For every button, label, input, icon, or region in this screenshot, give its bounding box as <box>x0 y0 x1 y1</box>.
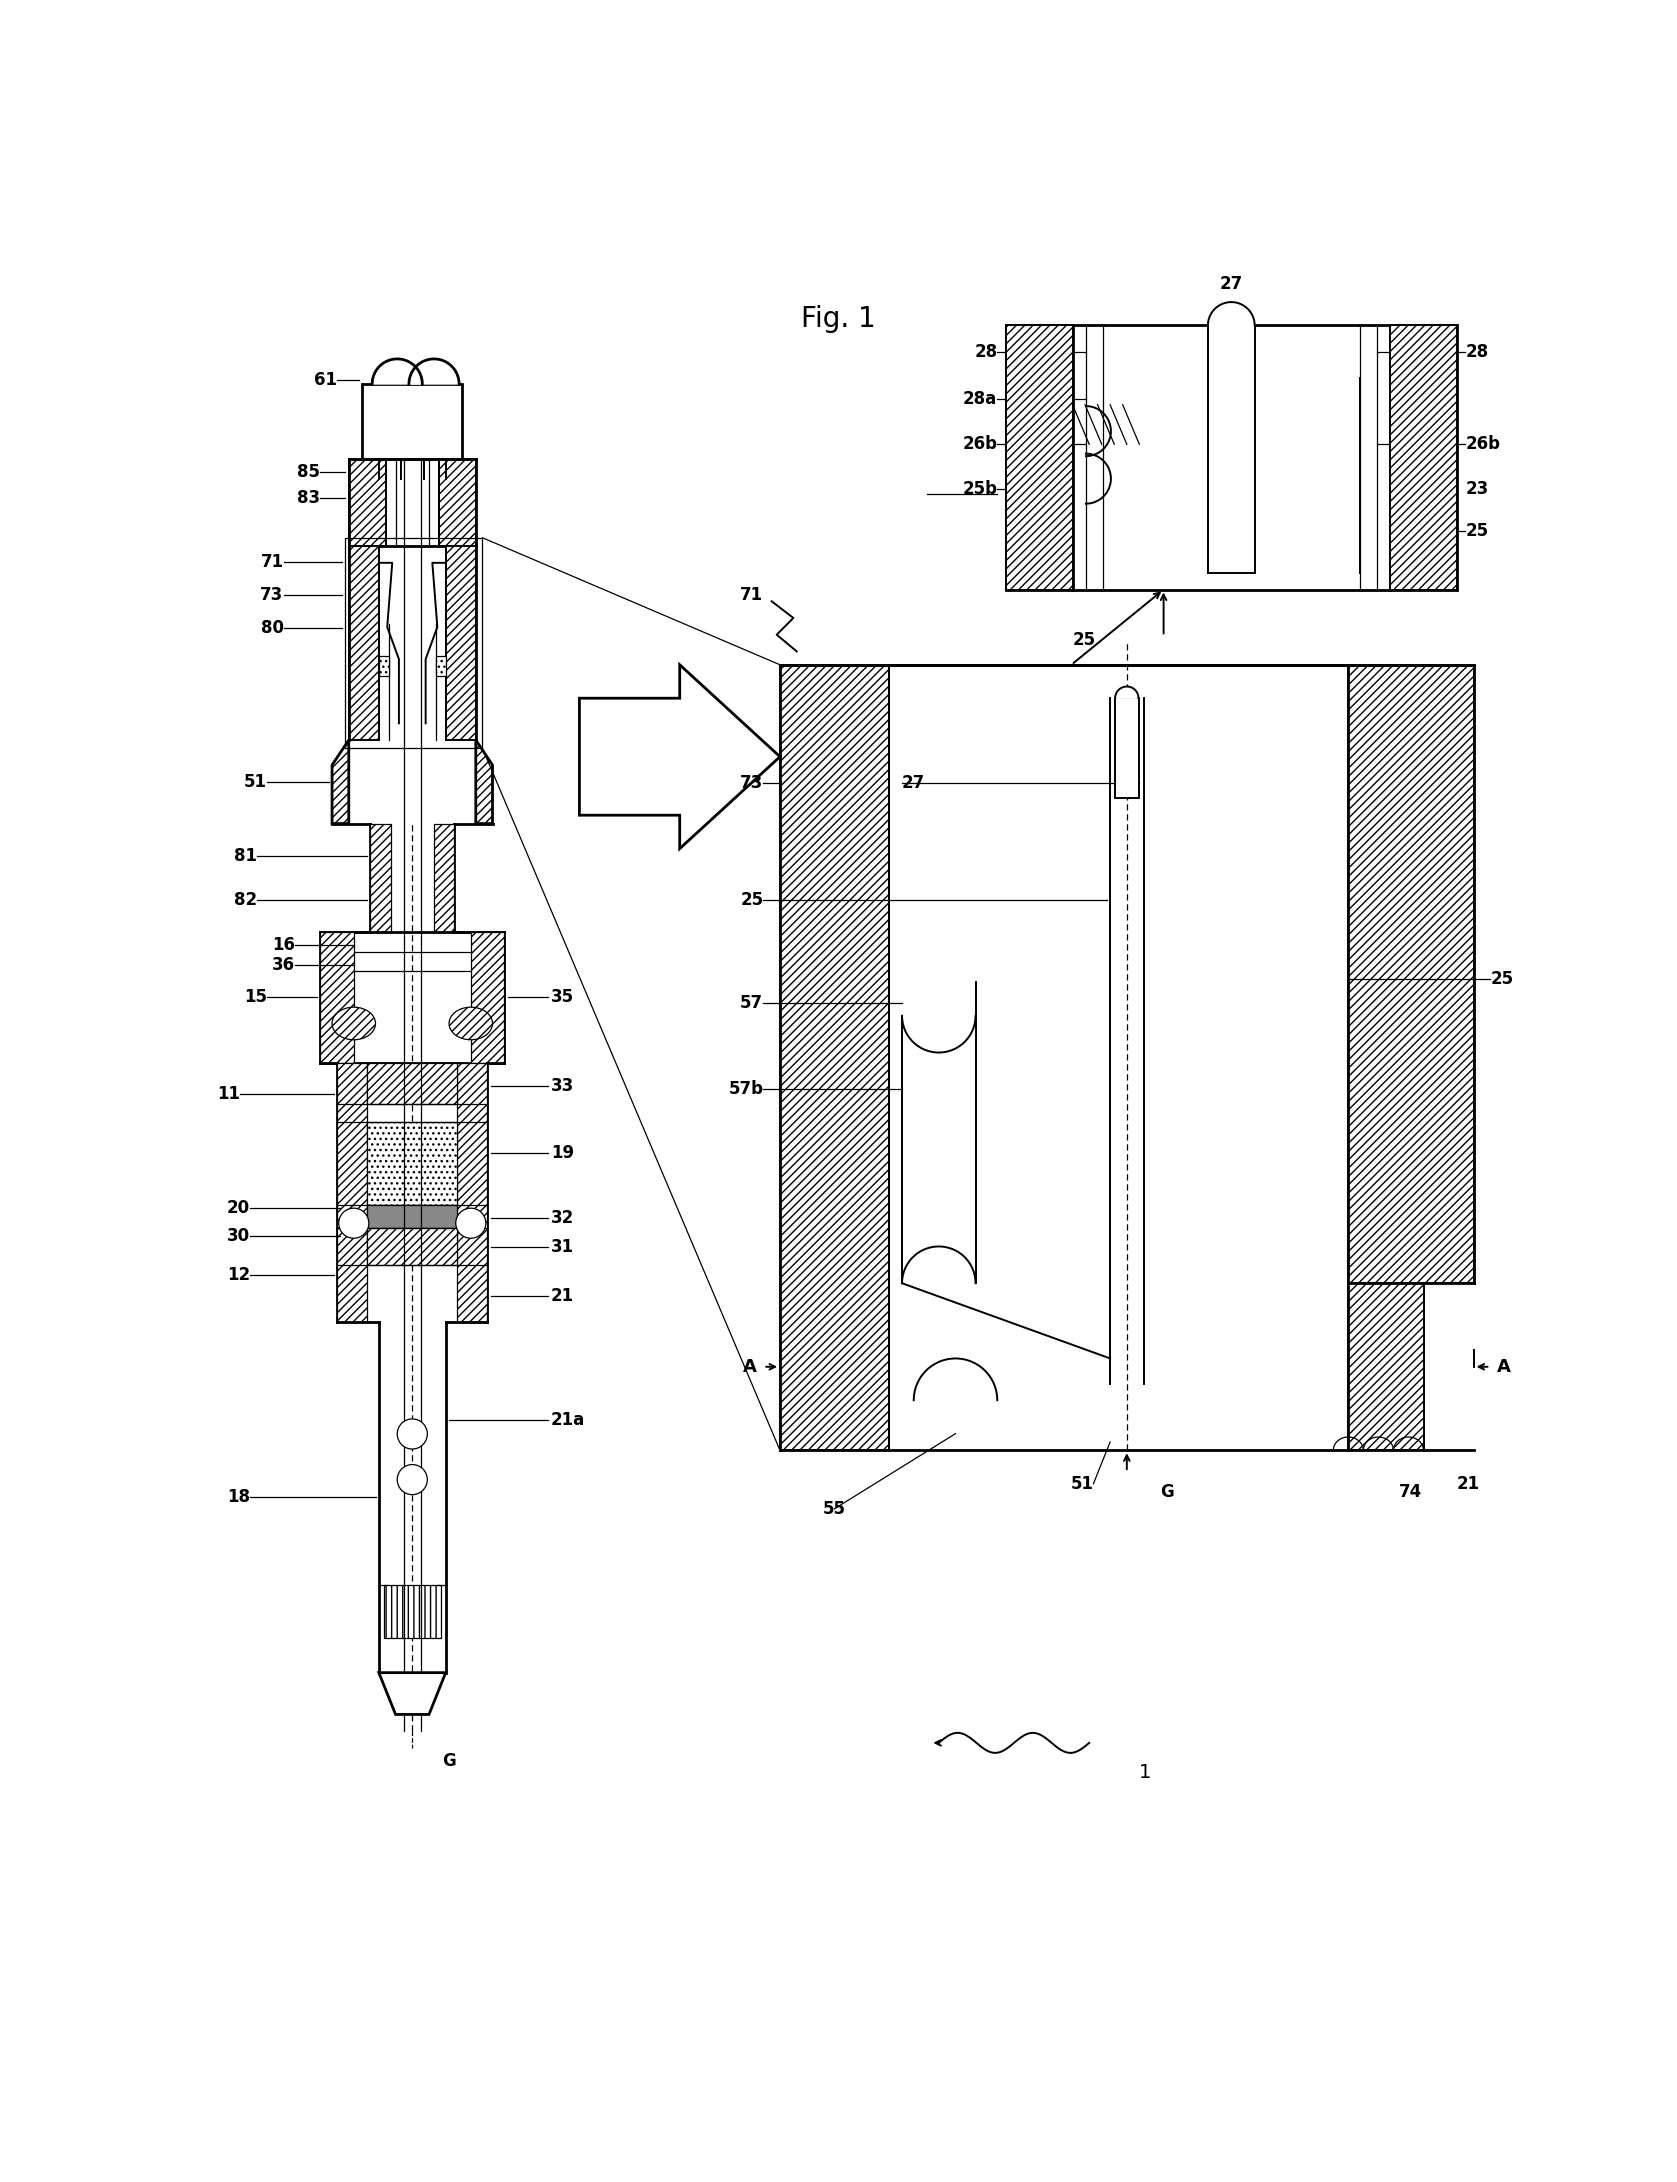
Bar <box>434 823 454 932</box>
Text: 80: 80 <box>260 618 283 637</box>
Bar <box>446 546 476 740</box>
Text: 74: 74 <box>1399 1484 1422 1501</box>
Text: 21a: 21a <box>552 1412 585 1429</box>
Bar <box>367 1122 458 1204</box>
Text: 19: 19 <box>552 1143 574 1163</box>
Polygon shape <box>580 666 780 849</box>
Text: 51: 51 <box>243 772 267 790</box>
Text: 55: 55 <box>823 1499 845 1519</box>
Text: 21: 21 <box>552 1287 574 1305</box>
Text: 25b: 25b <box>963 480 998 497</box>
Bar <box>1006 325 1457 589</box>
Text: 12: 12 <box>226 1266 250 1283</box>
Bar <box>349 546 379 740</box>
Text: 71: 71 <box>260 552 283 572</box>
Circle shape <box>397 1464 428 1495</box>
Text: 11: 11 <box>216 1084 240 1102</box>
Text: 23: 23 <box>1466 480 1489 497</box>
Text: 73: 73 <box>260 585 283 604</box>
Polygon shape <box>914 1359 998 1401</box>
Text: 1: 1 <box>1139 1763 1152 1783</box>
Bar <box>1006 325 1073 589</box>
Text: 33: 33 <box>552 1078 574 1095</box>
Text: 31: 31 <box>552 1237 574 1255</box>
Text: 25: 25 <box>1466 521 1489 541</box>
Bar <box>349 458 386 546</box>
Bar <box>436 657 446 676</box>
Bar <box>371 823 391 932</box>
Bar <box>379 657 389 676</box>
Text: 28a: 28a <box>963 391 998 408</box>
Bar <box>384 1584 441 1636</box>
Bar <box>780 666 889 1451</box>
Bar <box>1115 698 1139 799</box>
Text: 25: 25 <box>1491 971 1513 988</box>
Circle shape <box>456 1209 486 1237</box>
Polygon shape <box>409 358 459 384</box>
Text: 28: 28 <box>1466 343 1489 360</box>
Text: G: G <box>443 1752 456 1770</box>
Text: 26b: 26b <box>963 436 998 454</box>
Polygon shape <box>332 740 349 823</box>
Text: 25: 25 <box>1073 631 1095 648</box>
Text: 85: 85 <box>297 463 320 482</box>
Text: 27: 27 <box>1219 275 1243 292</box>
Text: 26b: 26b <box>1466 436 1501 454</box>
Bar <box>1207 325 1254 574</box>
Text: 51: 51 <box>1070 1475 1093 1492</box>
Text: G: G <box>1160 1484 1174 1501</box>
Text: 16: 16 <box>272 936 295 954</box>
Text: 36: 36 <box>272 956 295 973</box>
Bar <box>1348 666 1474 1283</box>
Text: A: A <box>1498 1357 1511 1377</box>
Polygon shape <box>1207 301 1254 325</box>
Bar <box>367 1228 458 1266</box>
Circle shape <box>397 1418 428 1449</box>
Bar <box>337 1063 367 1322</box>
Text: 18: 18 <box>226 1488 250 1506</box>
Polygon shape <box>379 1674 446 1715</box>
Bar <box>458 1063 488 1322</box>
Ellipse shape <box>449 1008 493 1041</box>
Bar <box>320 932 354 1063</box>
Circle shape <box>339 1209 369 1237</box>
Text: A: A <box>743 1357 756 1377</box>
Text: 82: 82 <box>233 890 257 908</box>
Ellipse shape <box>332 1008 376 1041</box>
Bar <box>1348 1283 1424 1451</box>
Polygon shape <box>372 358 423 384</box>
Text: Fig. 1: Fig. 1 <box>802 305 875 334</box>
Text: 57b: 57b <box>728 1080 763 1098</box>
Bar <box>367 1204 458 1228</box>
Bar <box>439 458 476 546</box>
Text: 73: 73 <box>740 775 763 792</box>
Bar <box>1390 325 1457 589</box>
Text: 61: 61 <box>314 371 337 388</box>
Text: 15: 15 <box>243 988 267 1006</box>
Text: 57: 57 <box>740 993 763 1012</box>
Text: 81: 81 <box>233 847 257 864</box>
Text: 83: 83 <box>297 489 320 506</box>
Text: 20: 20 <box>226 1198 250 1218</box>
Bar <box>367 1063 458 1104</box>
Text: 25: 25 <box>740 892 763 910</box>
Polygon shape <box>476 740 493 823</box>
Bar <box>471 932 505 1063</box>
Text: 71: 71 <box>740 585 763 604</box>
Text: 32: 32 <box>552 1209 574 1226</box>
Polygon shape <box>1115 687 1139 698</box>
Text: 30: 30 <box>226 1226 250 1246</box>
Text: 21: 21 <box>1457 1475 1481 1492</box>
Text: 28: 28 <box>974 343 998 360</box>
Text: 35: 35 <box>552 988 574 1006</box>
Text: 27: 27 <box>902 775 926 792</box>
Bar <box>362 384 463 458</box>
